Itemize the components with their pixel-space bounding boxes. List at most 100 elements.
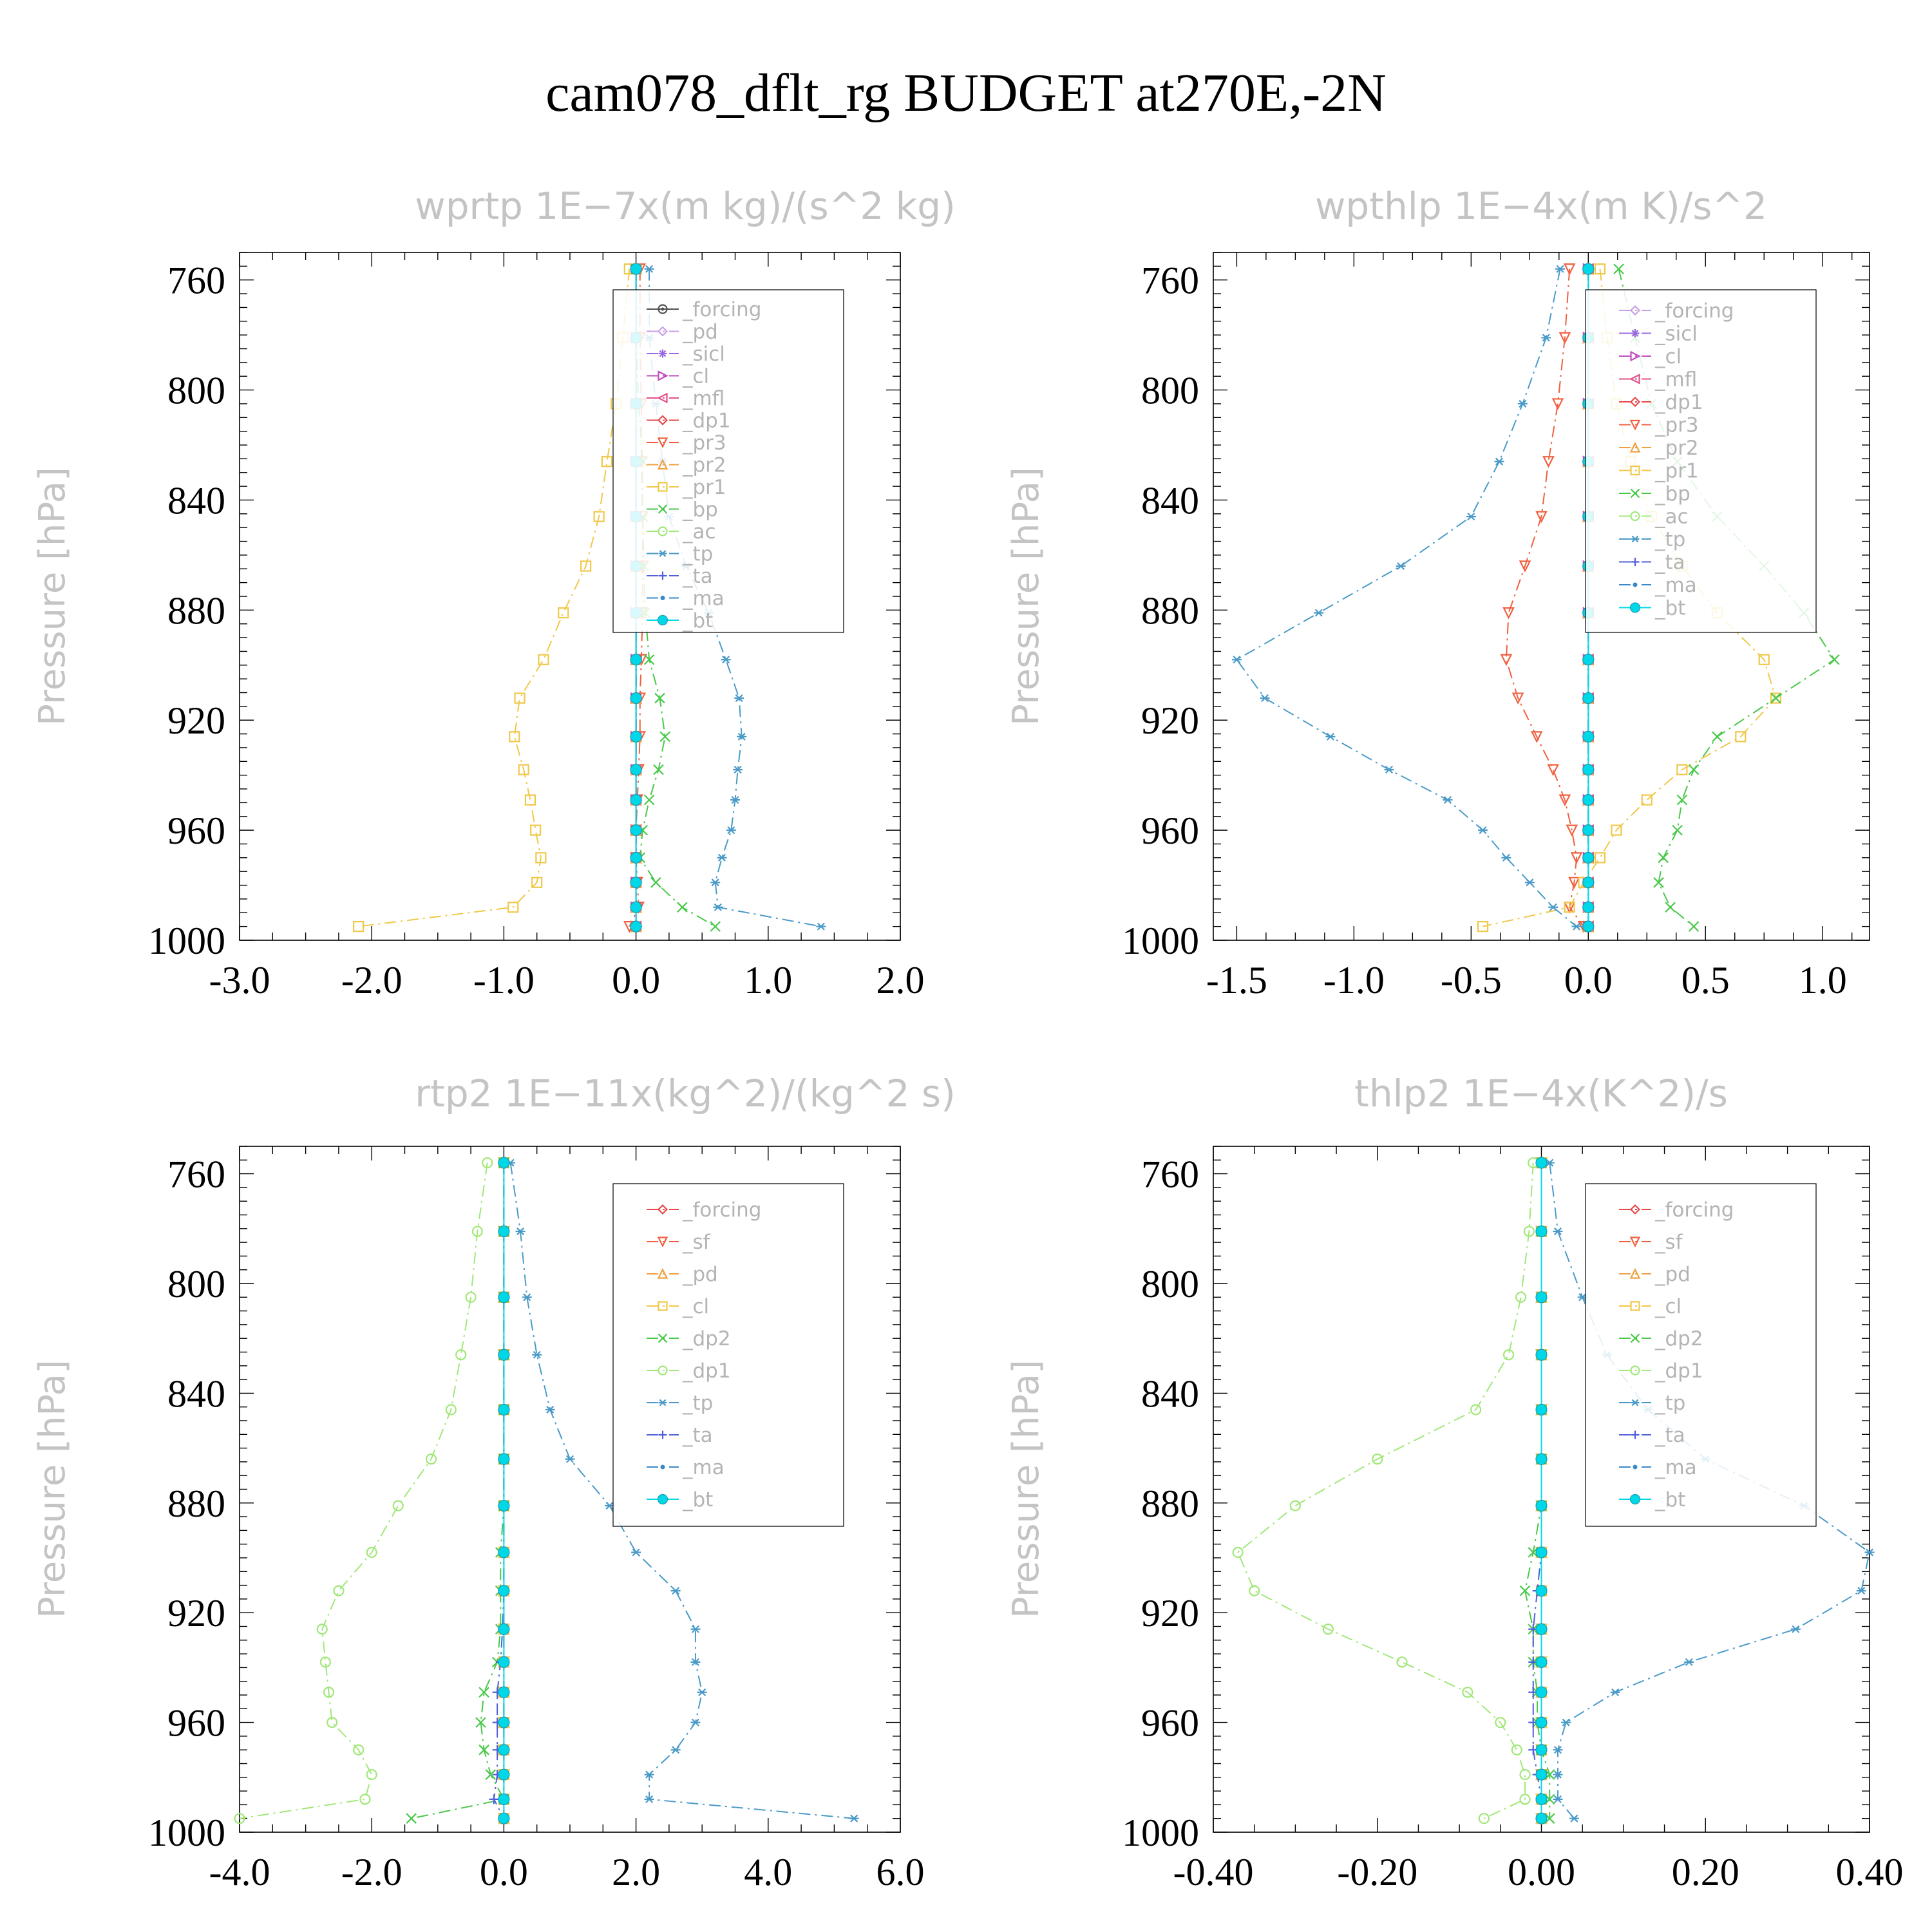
data-point [392, 1500, 404, 1511]
legend-item: _bt [1619, 1488, 1685, 1511]
data-point [1517, 399, 1528, 408]
data-point [1535, 1225, 1548, 1238]
data-point [1322, 1624, 1334, 1635]
data-point [1535, 1403, 1548, 1416]
legend-label: _bt [682, 1488, 713, 1511]
x-tick-label: 0.00 [1508, 1851, 1575, 1893]
legend-marker [1629, 1493, 1641, 1505]
legend-item: _ta [647, 565, 713, 588]
legend-item: _ta [1619, 551, 1685, 574]
y-tick-label: 920 [1141, 699, 1199, 742]
data-point [630, 263, 642, 275]
data-point [1594, 263, 1606, 275]
data-point [425, 1454, 437, 1465]
panel-title: rtp2 1E−11x(kg^2)/(kg^2 s) [415, 1072, 956, 1115]
data-point [366, 1546, 377, 1558]
data-point [1535, 1453, 1548, 1465]
data-point [514, 692, 526, 704]
legend-label: _pr3 [1654, 414, 1699, 437]
data-point [333, 1585, 345, 1596]
data-point [1582, 824, 1595, 837]
legend-label: _ta [1654, 1424, 1685, 1447]
legend-marker [1633, 582, 1638, 587]
data-point [690, 1658, 701, 1666]
data-point [445, 1404, 457, 1416]
data-point [319, 1656, 331, 1668]
y-tick-label: 880 [1141, 589, 1199, 632]
data-point [593, 511, 605, 522]
legend: _forcing_sicl_cl_mfl_dp1_pr3_pr2_pr1_bp_… [1585, 289, 1817, 633]
data-point [1372, 1454, 1383, 1465]
data-point [1569, 1814, 1579, 1823]
data-point [1758, 654, 1770, 665]
legend-item: _dp1 [647, 1359, 731, 1383]
series-bt [498, 1157, 510, 1824]
data-point [1494, 457, 1504, 466]
data-point [1524, 878, 1535, 887]
legend-item: _forcing [647, 1198, 761, 1222]
data-point [489, 1794, 499, 1804]
data-point [1582, 901, 1595, 913]
data-point [1770, 692, 1781, 704]
data-point [498, 1793, 510, 1805]
legend-item: _tp [1619, 528, 1685, 551]
legend-marker [658, 1333, 668, 1343]
legend-marker [657, 1493, 668, 1505]
data-point [670, 1587, 681, 1595]
data-point [498, 1585, 510, 1597]
legend-marker [657, 1236, 668, 1247]
x-tick-label: 0.40 [1836, 1851, 1904, 1893]
legend-item: _tp [1619, 1392, 1685, 1415]
data-point [1515, 1291, 1527, 1303]
data-point [471, 1226, 483, 1237]
data-point [1547, 764, 1559, 777]
x-tick-label: 6.0 [876, 1851, 925, 1893]
series-line [239, 1162, 488, 1819]
data-point [670, 1746, 681, 1754]
figure-title: cam078_dflt_rg BUDGET at270E,-2N [545, 63, 1387, 123]
data-point [498, 1716, 510, 1728]
legend-label: _ma [1654, 574, 1697, 597]
data-point [1535, 1812, 1548, 1824]
data-point [1443, 796, 1453, 804]
legend-item: _pr2 [1619, 437, 1699, 460]
legend-marker [1630, 1301, 1640, 1311]
y-tick-label: 1000 [148, 920, 225, 962]
data-point [316, 1624, 328, 1635]
data-point [1249, 1585, 1260, 1596]
legend-label: _ma [1654, 1456, 1697, 1479]
y-tick-label: 800 [1141, 1263, 1199, 1305]
data-point [1523, 1226, 1535, 1237]
legend: _forcing_pd_sicl_cl_mfl_dp1_pr3_pr2_pr1_… [612, 289, 844, 633]
data-point [1558, 794, 1571, 807]
data-point [1555, 265, 1566, 273]
data-point [1561, 1718, 1571, 1727]
data-point [535, 852, 547, 864]
legend-item: _pd [647, 321, 718, 344]
data-point [498, 1349, 510, 1361]
y-tick-label: 800 [167, 370, 225, 412]
legend-label: _tp [682, 1392, 713, 1415]
data-point [1232, 1546, 1244, 1558]
legend-item: _pr3 [647, 431, 726, 455]
data-point [690, 1718, 701, 1727]
series-line [1236, 1162, 1534, 1819]
x-tick-label: -2.0 [341, 959, 402, 1001]
data-point [353, 1744, 365, 1756]
data-point [733, 766, 743, 774]
data-point [721, 656, 731, 664]
legend-item: _ta [647, 1424, 713, 1447]
data-point [498, 1403, 510, 1416]
data-point [353, 921, 365, 933]
legend-item: _sicl [647, 343, 725, 366]
data-point [1396, 1656, 1408, 1668]
data-point [498, 1499, 510, 1512]
data-point [630, 654, 642, 666]
data-point [455, 1349, 467, 1361]
data-point [1519, 1794, 1531, 1805]
data-point [653, 764, 664, 775]
data-point [1495, 1717, 1506, 1728]
y-tick-label: 800 [167, 1263, 225, 1305]
data-point [1582, 654, 1595, 666]
x-tick-label: -0.20 [1337, 1851, 1417, 1893]
